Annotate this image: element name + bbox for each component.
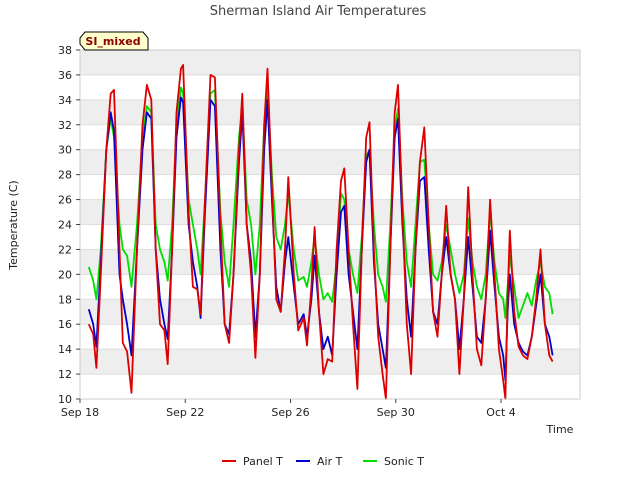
y-tick-label: 32 — [58, 119, 72, 132]
grid-band — [80, 74, 580, 100]
y-tick-label: 18 — [58, 293, 72, 306]
x-tick-label: Sep 18 — [61, 406, 99, 419]
y-axis-title: Temperature (C) — [7, 180, 20, 270]
legend-label: Air T — [317, 455, 343, 468]
y-tick-label: 30 — [58, 144, 72, 157]
grid-band — [80, 124, 580, 150]
grid-band — [80, 50, 580, 75]
x-tick-label: Sep 26 — [271, 406, 309, 419]
y-tick-label: 10 — [58, 393, 72, 406]
y-tick-label: 36 — [58, 69, 72, 82]
grid-band — [80, 199, 580, 225]
series-line-sonic-t — [87, 86, 554, 319]
y-tick-label: 14 — [58, 343, 72, 356]
x-tick-label: Oct 4 — [486, 406, 516, 419]
badge-label: SI_mixed — [85, 35, 140, 48]
series-layer — [87, 64, 554, 400]
legend-label: Sonic T — [384, 455, 424, 468]
dataset-badge: SI_mixed — [79, 31, 149, 51]
x-axis-title: Time — [546, 423, 574, 436]
grid-band — [80, 224, 580, 250]
y-tick-label: 28 — [58, 169, 72, 182]
grid-band — [80, 99, 580, 125]
chart-title: Sherman Island Air Temperatures — [210, 4, 427, 19]
grid-band — [80, 249, 580, 275]
grid-band — [80, 149, 580, 175]
y-tick-label: 26 — [58, 194, 72, 207]
y-axis-ticks: 10 12 14 16 18 20 22 24 26 28 30 32 34 36 38 — [58, 44, 80, 406]
y-tick-label: 22 — [58, 243, 72, 256]
series-line-panel-t — [87, 64, 554, 400]
grid-band — [80, 174, 580, 200]
legend-label: Panel T — [243, 455, 283, 468]
y-tick-label: 24 — [58, 219, 72, 232]
x-tick-label: Sep 30 — [377, 406, 415, 419]
grid-band — [80, 349, 580, 375]
legend: Panel T Air T Sonic T — [222, 455, 424, 468]
x-axis-ticks: Sep 18 Sep 22 Sep 26 Sep 30 Oct 4 — [61, 399, 516, 419]
y-tick-label: 34 — [58, 94, 72, 107]
y-tick-label: 38 — [58, 44, 72, 57]
badge-shape — [79, 31, 149, 51]
grid-band — [80, 374, 580, 399]
y-tick-label: 20 — [58, 268, 72, 281]
y-tick-label: 12 — [58, 368, 72, 381]
x-tick-label: Sep 22 — [166, 406, 204, 419]
y-tick-label: 16 — [58, 318, 72, 331]
